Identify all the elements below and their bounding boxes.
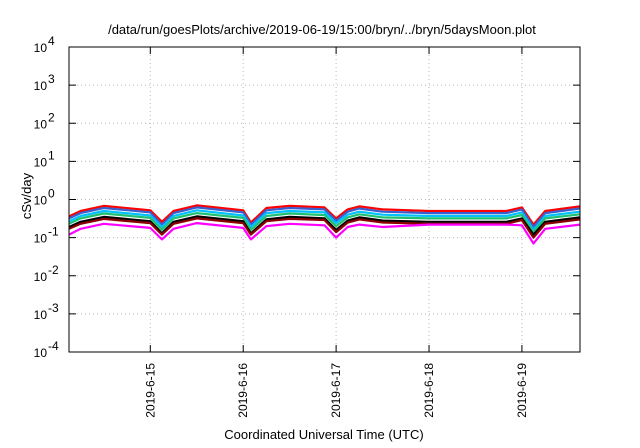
series-group bbox=[68, 204, 581, 245]
y-tick-exponent: -1 bbox=[48, 225, 59, 239]
series-line bbox=[68, 222, 581, 245]
series-line bbox=[68, 217, 581, 239]
series-line bbox=[68, 206, 581, 229]
y-tick-exponent: -3 bbox=[48, 301, 59, 315]
series-line bbox=[68, 204, 581, 226]
y-axis-label: cSv/day bbox=[19, 172, 34, 219]
x-tick-label: 2019-6-19 bbox=[515, 363, 529, 418]
x-tick-label: 2019-6-15 bbox=[143, 363, 157, 418]
y-tick-label: 10 bbox=[34, 270, 48, 284]
grid bbox=[69, 47, 580, 352]
y-tick-exponent: 0 bbox=[48, 187, 55, 201]
y-tick-label: 10 bbox=[34, 41, 48, 55]
chart-title: /data/run/goesPlots/archive/2019-06-19/1… bbox=[108, 22, 536, 37]
x-axis-label: Coordinated Universal Time (UTC) bbox=[224, 427, 423, 442]
y-tick-label: 10 bbox=[34, 79, 48, 93]
y-tick-exponent: -4 bbox=[48, 339, 59, 353]
y-tick-exponent: 1 bbox=[48, 148, 55, 162]
series-line bbox=[68, 209, 581, 231]
y-tick-exponent: -2 bbox=[48, 263, 59, 277]
y-tick-exponent: 4 bbox=[48, 34, 55, 48]
y-tick-label: 10 bbox=[34, 308, 48, 322]
y-tick-label: 10 bbox=[34, 194, 48, 208]
x-tick-label: 2019-6-17 bbox=[329, 363, 343, 418]
y-tick-label: 10 bbox=[34, 346, 48, 360]
x-tick-label: 2019-6-18 bbox=[422, 363, 436, 418]
series-line bbox=[68, 212, 581, 234]
y-tick-label: 10 bbox=[34, 117, 48, 131]
x-tick-label: 2019-6-16 bbox=[236, 363, 250, 418]
y-tick-label: 10 bbox=[34, 155, 48, 169]
x-axis: 2019-6-15 2019-6-16 2019-6-17 2019-6-18 2019… bbox=[143, 47, 529, 418]
y-tick-exponent: 3 bbox=[48, 72, 55, 86]
y-tick-label: 10 bbox=[34, 232, 48, 246]
y-tick-exponent: 2 bbox=[48, 110, 55, 124]
